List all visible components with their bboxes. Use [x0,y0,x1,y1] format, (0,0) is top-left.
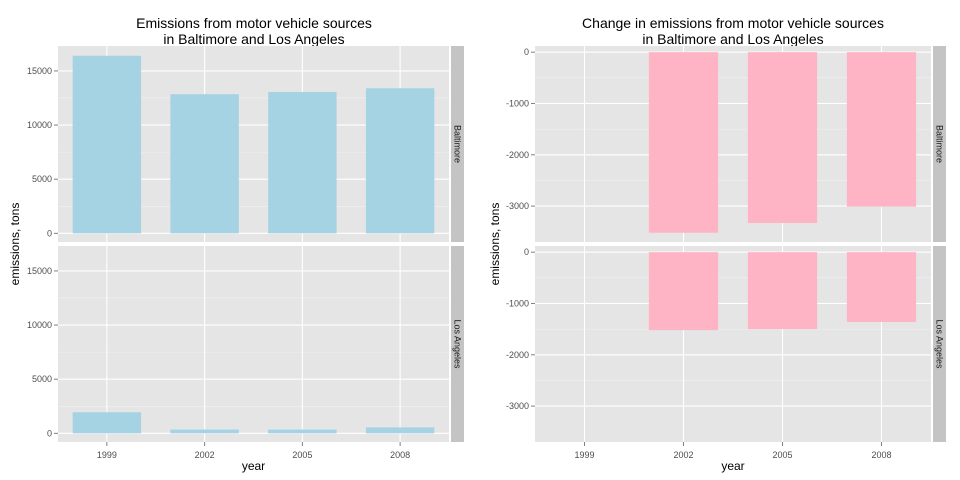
bar-los-angeles-2008 [365,427,435,434]
x-axis-title: year [721,459,744,473]
bar-los-angeles-2008 [846,252,917,322]
y-tick-label: 0 [524,47,529,57]
y-tick-label: -3000 [506,201,529,211]
y-tick-label: 5000 [32,374,52,384]
y-axis-title: emissions, tons [8,203,22,286]
bar-los-angeles-2005 [268,429,337,434]
y-tick-label: 0 [524,247,529,257]
bar-los-angeles-2002 [648,252,719,331]
y-tick-label: 10000 [27,320,52,330]
y-tick-label: 0 [47,228,52,238]
y-tick-label: -1000 [506,98,529,108]
bar-baltimore-2002 [648,52,719,233]
facet-strip [933,46,946,242]
x-tick-label: 1999 [97,450,117,460]
y-tick-label: 5000 [32,174,52,184]
chart-title-line: in Baltimore and Los Angeles [163,31,344,47]
chart-title-line: Change in emissions from motor vehicle s… [582,15,884,31]
chart-title-line: in Baltimore and Los Angeles [642,31,823,47]
y-tick-label: -2000 [506,150,529,160]
x-tick-label: 2002 [673,450,693,460]
facet-strip-label: Los Angeles [453,319,463,369]
bar-baltimore-1999 [72,55,142,234]
x-tick-label: 2008 [390,450,410,460]
y-tick-label: 15000 [27,266,52,276]
bar-baltimore-2002 [170,94,239,234]
y-tick-label: 0 [47,428,52,438]
facet-strip [933,246,946,442]
x-tick-label: 1999 [574,450,594,460]
y-tick-label: -2000 [506,350,529,360]
bar-baltimore-2008 [365,88,435,234]
chart-2: Change in emissions from motor vehicle s… [488,15,946,473]
facet-strip [451,246,464,442]
x-tick-label: 2005 [772,450,792,460]
x-tick-label: 2002 [195,450,215,460]
bar-los-angeles-1999 [72,412,142,434]
facet-strip-label: Baltimore [453,125,463,163]
panel-background [58,246,449,442]
x-tick-label: 2005 [292,450,312,460]
bar-los-angeles-2002 [170,429,239,434]
x-axis-title: year [242,459,265,473]
chart-title-line: Emissions from motor vehicle sources [136,15,372,31]
facet-strip [451,46,464,242]
bar-baltimore-2008 [846,52,917,207]
facet-strip-label: Los Angeles [935,319,945,369]
y-tick-label: -1000 [506,298,529,308]
bar-los-angeles-2005 [747,252,818,330]
y-tick-label: 10000 [27,120,52,130]
y-axis-title: emissions, tons [488,203,502,286]
x-tick-label: 2008 [871,450,891,460]
facet-strip-label: Baltimore [935,125,945,163]
bar-baltimore-2005 [747,52,818,224]
y-tick-label: -3000 [506,401,529,411]
bar-baltimore-2005 [268,92,337,234]
y-tick-label: 15000 [27,66,52,76]
